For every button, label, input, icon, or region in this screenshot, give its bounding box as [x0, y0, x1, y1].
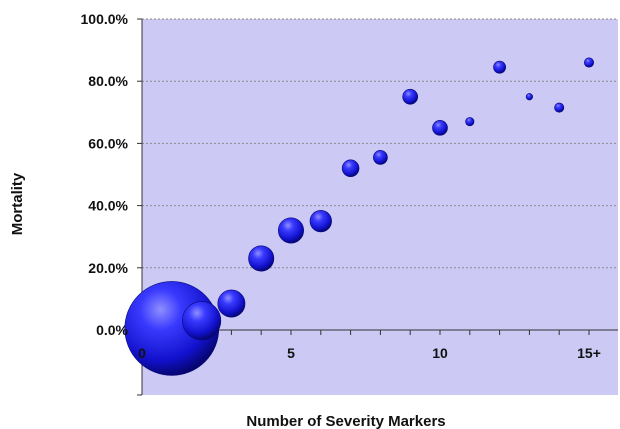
- y-tick-label: 0.0%: [96, 322, 128, 338]
- bubble-point: [583, 57, 594, 68]
- x-tick-label: 10: [432, 345, 448, 361]
- bubble-point: [309, 210, 332, 233]
- y-tick-label: 20.0%: [88, 260, 128, 276]
- bubble-point: [493, 60, 507, 74]
- bubble-point: [554, 102, 565, 113]
- bubble-point: [217, 289, 246, 318]
- bubble-point: [373, 150, 388, 165]
- x-tick-label: 5: [287, 345, 295, 361]
- bubble-series: [124, 57, 594, 376]
- y-tick-label: 80.0%: [88, 73, 128, 89]
- bubble-point: [341, 159, 360, 178]
- x-tick-label: 0: [138, 345, 146, 361]
- tick-labels: 0.0% 20.0% 40.0% 60.0% 80.0% 100.0% 0 5 10 15+: [81, 11, 601, 361]
- bubble-point: [182, 301, 222, 341]
- x-tick-label: 15+: [577, 345, 601, 361]
- bubble-point: [248, 245, 275, 272]
- bubble-point: [278, 217, 304, 244]
- bubble-point: [432, 120, 448, 136]
- bubble-point: [525, 93, 533, 101]
- x-axis-title: Number of Severity Markers: [246, 413, 445, 429]
- gridlines: [142, 18, 618, 269]
- y-tick-label: 40.0%: [88, 198, 128, 214]
- bubble-point: [402, 88, 419, 105]
- y-tick-label: 100.0%: [81, 11, 129, 27]
- y-tick-label: 60.0%: [88, 135, 128, 151]
- bubble-point: [465, 117, 475, 127]
- y-axis-title: Mortality: [9, 172, 26, 235]
